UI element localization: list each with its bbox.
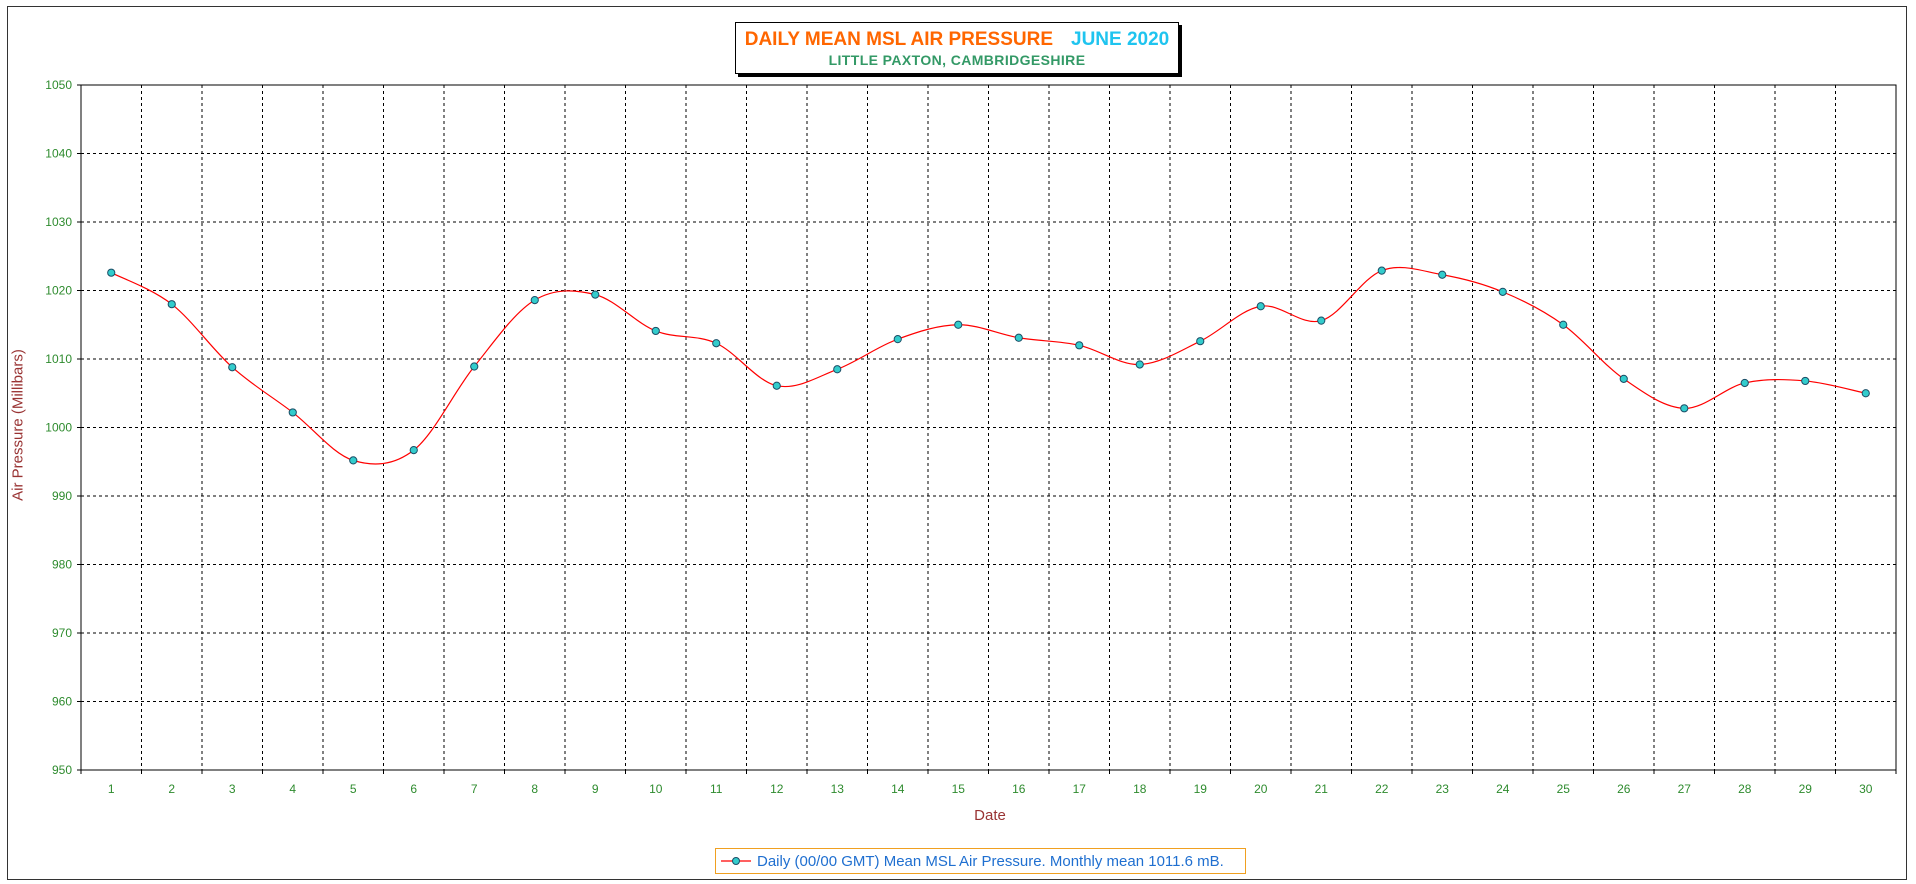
data-point	[530, 295, 539, 305]
data-point	[1619, 374, 1628, 383]
data-point	[167, 300, 176, 309]
x-tick-label: 6	[410, 782, 417, 796]
x-tick-label: 24	[1496, 782, 1510, 796]
x-tick-label: 21	[1315, 782, 1329, 796]
chart-title-period: JUNE 2020	[1071, 29, 1170, 50]
x-tick-label: 30	[1859, 782, 1873, 796]
x-tick-label: 19	[1194, 782, 1208, 796]
data-point	[470, 362, 479, 371]
data-point	[833, 365, 842, 374]
x-tick-label: 20	[1254, 782, 1268, 796]
x-axis-ticks: 1 2 3 4 5 6 7 8 9 10 11 12 13 14 15 16 17 18 19 20 21 22 23 24 2…	[80, 770, 1897, 796]
x-tick-label: 3	[229, 782, 236, 796]
x-tick-label: 5	[350, 782, 357, 796]
y-tick-label: 1010	[45, 352, 72, 366]
y-tick-label: 990	[52, 489, 72, 503]
x-axis-label: Date	[974, 807, 1006, 824]
y-tick-label: 950	[52, 763, 72, 777]
y-axis-ticks: 950 960 970 980 990 1000 1010 1020 1030 1040 1050	[45, 78, 81, 777]
data-point	[1196, 337, 1205, 346]
data-point	[1498, 287, 1507, 296]
data-point	[1135, 360, 1144, 369]
data-point	[409, 446, 418, 455]
data-point	[1559, 320, 1568, 329]
legend-marker-icon	[721, 857, 751, 865]
chart-title-box: DAILY MEAN MSL AIR PRESSURE JUNE 2020 LIT…	[735, 22, 1179, 74]
data-point	[349, 456, 358, 465]
x-tick-label: 16	[1012, 782, 1026, 796]
data-point	[1680, 404, 1689, 413]
y-axis-label: Air Pressure (Millibars)	[9, 349, 27, 501]
y-tick-label: 960	[52, 695, 72, 709]
x-tick-label: 13	[831, 782, 845, 796]
x-tick-label: 28	[1738, 782, 1752, 796]
data-point	[954, 320, 963, 329]
data-point	[1377, 266, 1386, 275]
chart-subtitle: LITTLE PAXTON, CAMBRIDGESHIRE	[828, 52, 1086, 68]
data-point	[1740, 378, 1749, 388]
chart-title: DAILY MEAN MSL AIR PRESSURE	[744, 29, 1054, 50]
x-tick-label: 25	[1557, 782, 1571, 796]
y-tick-label: 970	[52, 626, 72, 640]
data-point	[1014, 333, 1023, 342]
data-point	[772, 381, 781, 390]
x-tick-label: 29	[1799, 782, 1813, 796]
x-tick-label: 18	[1133, 782, 1147, 796]
x-tick-label: 26	[1617, 782, 1631, 796]
data-point	[1317, 316, 1326, 325]
data-point	[107, 268, 116, 277]
data-point	[228, 363, 237, 372]
legend: Daily (00/00 GMT) Mean MSL Air Pressure.…	[715, 848, 1246, 874]
y-tick-label: 1030	[45, 215, 72, 229]
x-tick-label: 12	[770, 782, 784, 796]
y-tick-label: 980	[52, 558, 72, 572]
y-tick-label: 1000	[45, 421, 72, 435]
x-tick-label: 1	[108, 782, 115, 796]
series-markers	[107, 266, 1870, 465]
data-point	[712, 339, 721, 348]
x-tick-label: 14	[891, 782, 905, 796]
y-tick-label: 1020	[45, 284, 72, 298]
grid	[81, 85, 1896, 770]
x-tick-label: 7	[471, 782, 478, 796]
x-tick-label: 2	[168, 782, 175, 796]
data-point	[288, 408, 297, 417]
data-point	[591, 290, 600, 299]
y-tick-label: 1050	[45, 78, 72, 92]
chart-frame	[7, 6, 1907, 880]
x-tick-label: 8	[531, 782, 538, 796]
x-tick-label: 11	[710, 782, 723, 796]
x-tick-label: 9	[592, 782, 599, 796]
legend-label: Daily (00/00 GMT) Mean MSL Air Pressure.…	[757, 852, 1224, 870]
x-tick-label: 27	[1678, 782, 1692, 796]
data-point	[1438, 270, 1447, 279]
x-tick-label: 4	[289, 782, 296, 796]
data-point	[651, 326, 660, 336]
y-tick-label: 1040	[45, 147, 72, 161]
data-point	[1861, 389, 1870, 398]
data-point	[893, 335, 902, 344]
chart-title-line: DAILY MEAN MSL AIR PRESSURE JUNE 2020	[736, 28, 1178, 51]
data-point	[1801, 376, 1810, 386]
x-tick-label: 10	[649, 782, 663, 796]
data-point	[1075, 341, 1084, 350]
x-tick-label: 17	[1073, 782, 1087, 796]
x-tick-label: 23	[1436, 782, 1450, 796]
x-tick-label: 22	[1375, 782, 1389, 796]
x-tick-label: 15	[952, 782, 966, 796]
data-point	[1256, 302, 1265, 311]
